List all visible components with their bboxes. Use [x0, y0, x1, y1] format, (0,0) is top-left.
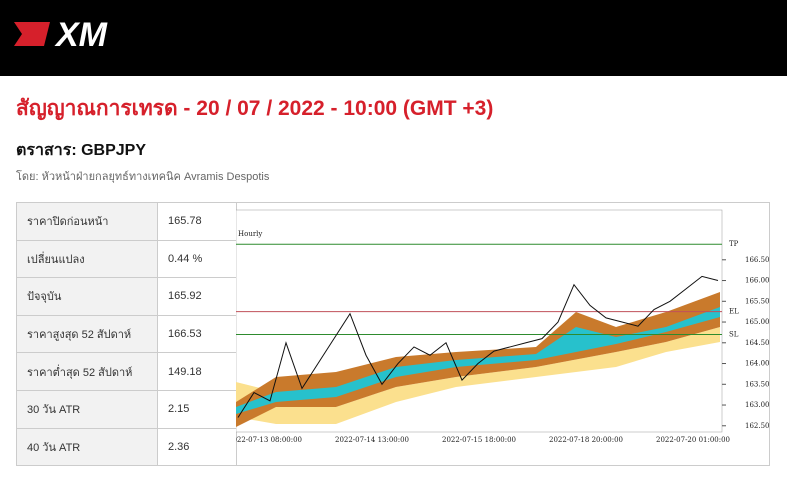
cell-value: 149.18: [157, 352, 237, 391]
cell-label: 40 วัน ATR: [16, 427, 158, 467]
x-tick-label: 2022-07-15 18:00:00: [442, 436, 516, 444]
x-tick-label: 2022-07-20 01:00:00: [656, 436, 730, 444]
cell-value: 0.44 %: [157, 239, 237, 279]
y-tick-label: 162.50: [745, 422, 770, 430]
table-row: ราคาปิดก่อนหน้า 165.78: [16, 202, 237, 241]
x-tick-label: 2022-07-14 13:00:00: [335, 436, 409, 444]
cell-label: ปัจจุบัน: [16, 277, 158, 316]
chart: Hourly 166.50 166.00 165.50 165.00 164.50 164…: [236, 202, 770, 466]
level-label: SL: [729, 330, 739, 338]
stats-table: ราคาปิดก่อนหน้า 165.78 เปลี่ยนแปลง 0.44 % ปั…: [16, 202, 237, 467]
cell-value: 166.53: [157, 314, 237, 354]
table-row: เปลี่ยนแปลง 0.44 %: [16, 239, 237, 279]
header: XM: [0, 0, 787, 76]
y-tick-label: 163.50: [745, 380, 770, 388]
level-label: EL: [729, 308, 739, 316]
x-tick-label: 2022-07-13 08:00:00: [236, 436, 302, 444]
cell-label: 30 วัน ATR: [16, 389, 158, 429]
price-line: [237, 275, 719, 418]
cell-value: 2.36: [157, 427, 237, 467]
y-tick-label: 165.00: [745, 318, 770, 326]
chart-title: Hourly: [238, 230, 262, 238]
cell-value: 165.78: [157, 202, 237, 241]
page-title: สัญญาณการเทรด - 20 / 07 / 2022 - 10:00 (…: [16, 97, 494, 120]
y-tick-label: 164.00: [745, 360, 770, 368]
table-row: ปัจจุบัน 165.92: [16, 277, 237, 316]
cell-label: ราคาต่ำสุด 52 สัปดาห์: [16, 352, 158, 391]
level-label: TP: [729, 240, 739, 248]
table-row: ราคาต่ำสุด 52 สัปดาห์ 149.18: [16, 352, 237, 391]
cell-value: 165.92: [157, 277, 237, 316]
table-row: 40 วัน ATR 2.36: [16, 427, 237, 467]
table-row: 30 วัน ATR 2.15: [16, 389, 237, 429]
y-tick-label: 166.50: [745, 256, 770, 264]
cell-label: ราคาสูงสุด 52 สัปดาห์: [16, 314, 158, 354]
y-tick-label: 163.00: [745, 401, 770, 409]
y-tick-label: 164.50: [745, 339, 770, 347]
logo-text: XM: [54, 16, 108, 54]
instrument: ตราสาร: GBPJPY: [16, 142, 146, 159]
y-tick-label: 165.50: [745, 297, 770, 305]
table-row: ราคาสูงสุด 52 สัปดาห์ 166.53: [16, 314, 237, 354]
cell-value: 2.15: [157, 389, 237, 429]
x-tick-label: 2022-07-18 20:00:00: [549, 436, 623, 444]
cell-label: ราคาปิดก่อนหน้า: [16, 202, 158, 241]
y-tick-label: 166.00: [745, 277, 770, 285]
logo: XM: [14, 16, 108, 54]
cell-label: เปลี่ยนแปลง: [16, 239, 158, 279]
byline: โดย: หัวหน้าฝ่ายกลยุทธ์ทางเทคนิค Avramis…: [16, 171, 270, 183]
